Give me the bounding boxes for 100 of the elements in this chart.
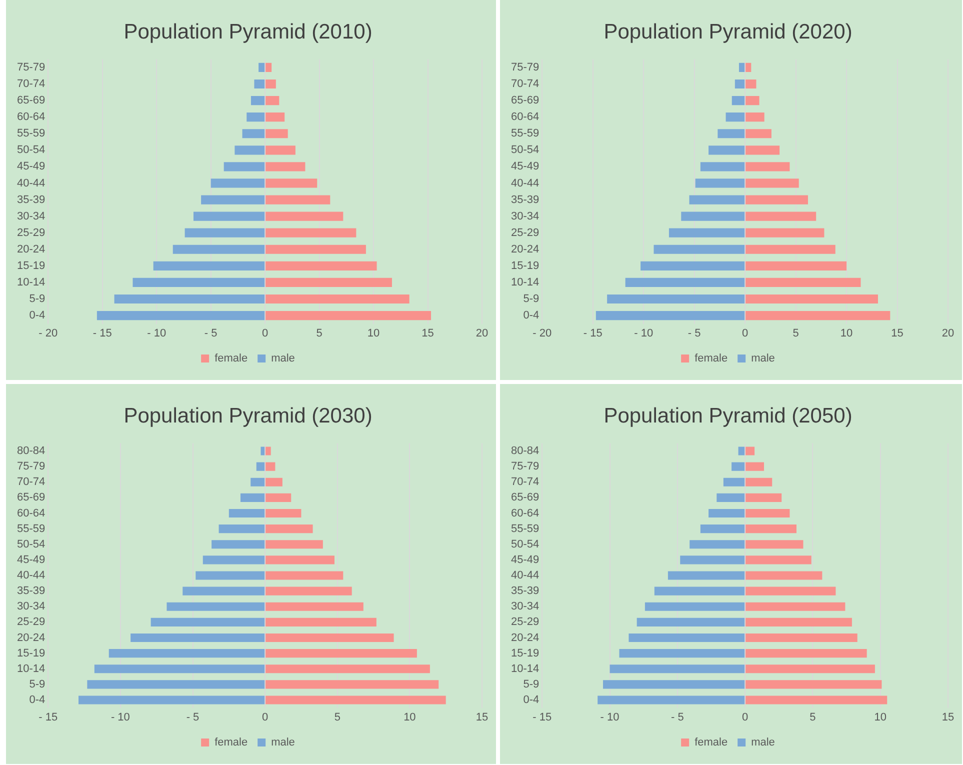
x-tick-label: - 5 [688,327,701,340]
bar [689,195,745,204]
x-tick-label: 5 [810,711,816,724]
bar [746,162,790,172]
bar [266,96,280,106]
y-tick-label: 45-49 [510,554,540,566]
y-tick-label: 10-14 [16,662,46,675]
bar [266,195,330,204]
bar [708,146,745,155]
legend-label: female [214,352,248,365]
y-tick-label: 75-79 [16,460,46,473]
y-tick-label: 60-64 [510,507,540,520]
bar [266,129,288,138]
y-tick-label: 65-69 [510,94,540,107]
legend-label: female [694,736,728,749]
bar [619,649,745,658]
bar [132,278,265,288]
bar [266,112,285,122]
bar [746,178,799,188]
bar [644,602,745,611]
bar [240,493,265,502]
bar [250,96,265,106]
bar [625,278,745,288]
bar [700,524,745,534]
bar [668,228,745,238]
bar [266,261,377,270]
bar [746,571,822,580]
y-tick-label: 10-14 [510,662,540,675]
bar [746,664,875,674]
bar [603,680,745,689]
bar [746,294,878,304]
bar [598,696,745,704]
x-tick-label: 10 [367,327,380,340]
chart-title: Population Pyramid (2020) [604,20,852,44]
y-tick-label: 30-34 [16,210,46,222]
x-tick-label: 0 [742,711,748,724]
y-tick-label: 30-34 [510,210,540,222]
bar [153,261,265,270]
bar [726,112,745,122]
y-tick-label: 0-4 [29,694,46,706]
y-tick-label: 60-64 [16,507,46,520]
bar [746,696,888,704]
y-tick-label: 35-39 [510,194,540,206]
x-tick-label: 0 [262,711,268,724]
bar [266,146,296,155]
bar [732,96,745,106]
bar [654,586,745,596]
bar [266,633,394,642]
y-tick-label: 25-29 [510,616,540,628]
bar [266,556,334,564]
x-tick-label: 20 [942,327,954,340]
x-tick-label: - 15 [38,711,58,724]
bar [654,244,745,254]
bar [234,146,265,155]
bar [266,571,344,580]
bar [202,556,265,564]
x-tick-label: 5 [316,327,322,340]
y-tick-label: 0-4 [523,694,540,706]
y-tick-label: 55-59 [510,128,540,140]
x-tick-label: 20 [476,327,488,340]
y-tick-label: 35-39 [16,194,46,206]
bar [746,618,852,626]
bar [94,664,265,674]
y-tick-label: 25-29 [16,616,46,628]
y-tick-label: 10-14 [16,276,46,288]
bar [640,261,745,270]
y-tick-label: 50-54 [510,538,540,550]
y-tick-label: 5-9 [29,678,46,690]
bar [266,462,276,471]
bar [700,162,745,172]
bar [254,79,265,89]
chart-title: Population Pyramid (2030) [124,404,372,428]
bar [246,112,265,122]
bar [266,212,344,221]
y-tick-label: 55-59 [16,522,46,535]
bar [610,664,745,674]
bar [256,462,265,471]
bar [228,508,265,518]
x-tick-label: - 5 [204,327,218,340]
y-tick-label: 15-19 [510,647,540,660]
bar [746,586,836,596]
bar [746,195,808,204]
bar [266,493,292,502]
y-tick-label: 50-54 [16,538,46,550]
bar [732,462,745,471]
y-tick-label: 35-39 [510,585,540,598]
bar [193,212,265,221]
bar [746,129,772,138]
legend-label: male [751,352,775,365]
bar [166,602,265,611]
y-tick-label: 5-9 [29,293,46,306]
y-tick-label: 80-84 [16,445,46,458]
x-tick-label: 5 [334,711,340,724]
bar [695,178,745,188]
bar [266,618,376,626]
legend-label: male [271,352,295,365]
bar [690,540,745,549]
bar [114,294,265,304]
y-tick-label: 25-29 [510,226,540,239]
bar [746,633,858,642]
